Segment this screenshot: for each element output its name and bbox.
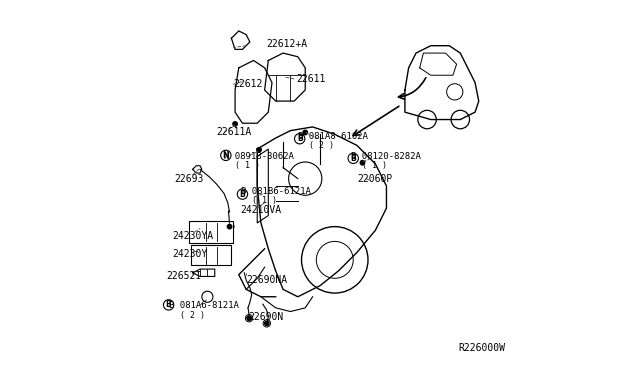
Text: ( 1 ): ( 1 ) <box>235 161 260 170</box>
Circle shape <box>303 130 307 135</box>
Text: 22652I: 22652I <box>167 272 202 282</box>
Circle shape <box>264 321 269 326</box>
Text: 22611: 22611 <box>296 74 325 84</box>
Text: 22612+A: 22612+A <box>266 39 308 49</box>
Circle shape <box>247 316 252 320</box>
Text: B 081A8-6162A: B 081A8-6162A <box>298 132 368 141</box>
Text: B 081B6-6121A: B 081B6-6121A <box>241 187 310 196</box>
Circle shape <box>233 122 237 126</box>
Text: ( 1 ): ( 1 ) <box>252 196 276 205</box>
Text: 22693: 22693 <box>174 174 204 184</box>
Text: 22611A: 22611A <box>216 128 252 138</box>
Text: 22060P: 22060P <box>357 174 392 184</box>
Text: 22690NA: 22690NA <box>246 275 287 285</box>
Text: 24230YA: 24230YA <box>172 231 213 241</box>
FancyBboxPatch shape <box>191 245 232 265</box>
Text: 22612: 22612 <box>233 80 262 89</box>
Text: N: N <box>223 151 229 160</box>
Text: ( 1 ): ( 1 ) <box>362 161 387 170</box>
Text: ( 2 ): ( 2 ) <box>309 141 334 150</box>
Text: 24210VA: 24210VA <box>241 205 282 215</box>
Text: B: B <box>350 154 356 163</box>
Text: N 08918-3062A: N 08918-3062A <box>224 152 294 161</box>
Circle shape <box>257 148 261 152</box>
Text: B 08120-8282A: B 08120-8282A <box>351 152 421 161</box>
Text: 22690N: 22690N <box>248 312 284 322</box>
Text: ( 2 ): ( 2 ) <box>180 311 205 320</box>
Text: B 081A6-8121A: B 081A6-8121A <box>168 301 239 311</box>
FancyBboxPatch shape <box>189 221 233 243</box>
Text: R226000W: R226000W <box>458 343 506 353</box>
Text: B: B <box>297 134 303 143</box>
Text: 24230Y: 24230Y <box>172 249 207 259</box>
Circle shape <box>227 224 232 229</box>
Text: B: B <box>239 190 245 199</box>
Circle shape <box>360 161 365 165</box>
Text: B: B <box>166 300 172 310</box>
